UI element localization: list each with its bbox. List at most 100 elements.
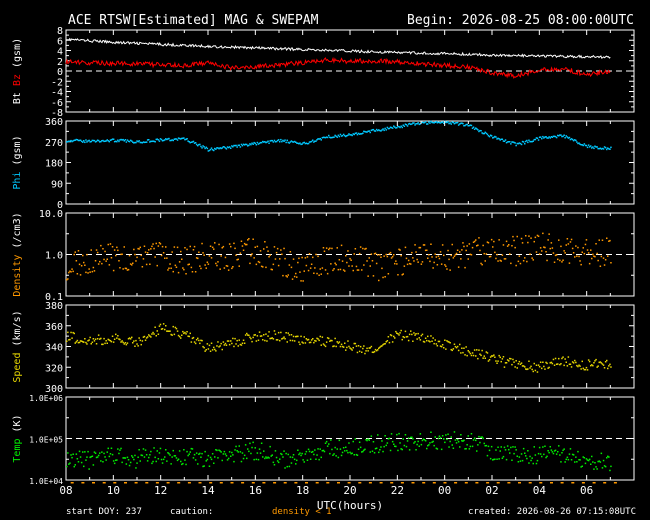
data-point <box>427 257 429 259</box>
data-point <box>143 456 146 458</box>
data-point <box>417 261 419 263</box>
data-point <box>103 452 105 455</box>
data-point <box>535 251 538 253</box>
data-point <box>564 461 566 463</box>
data-point <box>272 263 275 266</box>
data-point <box>412 257 414 259</box>
data-point <box>242 249 245 251</box>
data-point <box>571 453 574 456</box>
data-point <box>410 436 412 439</box>
data-point <box>333 453 335 455</box>
data-point <box>84 141 86 144</box>
data-point <box>136 256 138 259</box>
data-point <box>310 339 313 341</box>
data-point <box>181 334 183 336</box>
data-point <box>258 331 261 333</box>
data-point <box>472 439 475 441</box>
data-point <box>415 123 417 125</box>
data-point <box>397 333 399 335</box>
data-point <box>319 448 321 450</box>
data-point <box>546 137 548 139</box>
data-point <box>231 342 233 345</box>
data-point <box>577 365 579 368</box>
data-point <box>132 262 134 264</box>
data-point <box>66 465 68 468</box>
data-point <box>476 450 478 452</box>
data-point <box>328 134 330 137</box>
caution-mark <box>273 482 277 484</box>
data-point <box>557 134 559 137</box>
data-point <box>108 455 111 458</box>
data-point <box>243 342 246 344</box>
data-point <box>273 464 276 466</box>
data-point <box>455 442 458 444</box>
data-point <box>389 449 392 452</box>
data-point <box>522 260 525 262</box>
data-point <box>146 460 149 462</box>
data-point <box>371 129 374 131</box>
data-point <box>299 271 301 273</box>
data-point <box>397 125 399 128</box>
data-point <box>381 345 383 347</box>
data-point <box>495 136 497 138</box>
data-point <box>416 258 418 261</box>
caution-mark <box>262 482 266 484</box>
data-point <box>310 140 313 143</box>
data-point <box>178 450 181 452</box>
data-point <box>208 149 211 152</box>
data-point <box>77 139 80 142</box>
data-point <box>110 447 113 449</box>
data-point <box>341 134 344 137</box>
data-point <box>117 139 119 141</box>
data-point <box>405 257 408 260</box>
data-point <box>353 133 355 136</box>
data-point <box>447 433 449 435</box>
data-point <box>529 253 531 255</box>
data-point <box>434 253 436 255</box>
data-point <box>202 252 204 254</box>
data-point <box>453 343 456 345</box>
data-point <box>499 259 501 262</box>
data-point <box>471 127 474 129</box>
data-point <box>317 138 319 140</box>
data-point <box>192 140 195 143</box>
data-point <box>516 142 518 145</box>
data-point <box>203 346 205 349</box>
data-point <box>73 332 75 335</box>
data-point <box>211 246 214 249</box>
caution-mark <box>539 482 543 484</box>
data-point <box>351 452 353 454</box>
data-point <box>384 435 386 437</box>
data-point <box>144 141 147 143</box>
data-point <box>232 337 234 340</box>
data-point <box>124 342 127 344</box>
data-point <box>77 461 80 463</box>
data-point <box>515 144 517 147</box>
data-point <box>366 347 368 350</box>
data-point <box>276 139 279 142</box>
data-point <box>200 145 202 148</box>
data-point <box>142 336 145 338</box>
data-point <box>524 366 526 368</box>
created-time: created: 2026-08-26 07:15:08UTC <box>468 507 636 517</box>
data-point <box>306 339 309 341</box>
data-point <box>157 139 160 141</box>
data-point <box>505 240 508 243</box>
data-point <box>423 341 426 343</box>
data-point <box>109 453 112 455</box>
caution-mark <box>326 482 330 484</box>
data-point <box>105 260 107 262</box>
data-point <box>503 366 506 368</box>
data-point <box>372 351 375 354</box>
data-point <box>318 138 320 140</box>
data-point <box>537 364 540 366</box>
data-point <box>534 138 537 141</box>
data-point <box>221 247 223 249</box>
data-point <box>401 126 403 129</box>
data-point <box>307 338 310 341</box>
data-point <box>220 342 222 345</box>
data-point <box>596 252 598 255</box>
data-point <box>144 449 147 451</box>
data-point <box>461 440 463 442</box>
data-point <box>470 124 473 127</box>
